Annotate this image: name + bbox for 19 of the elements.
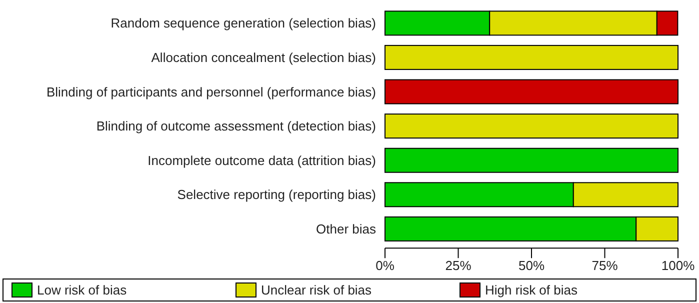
x-tick-label: 75%: [592, 258, 618, 274]
x-tick-label: 25%: [445, 258, 472, 274]
legend-label: High risk of bias: [485, 282, 578, 298]
y-tick-label: Selective reporting (reporting bias): [177, 187, 376, 202]
y-tick-label: Blinding of outcome assessment (detection bias): [96, 118, 376, 134]
bar: [384, 44, 678, 70]
y-tick-label: Incomplete outcome data (attrition bias): [148, 152, 376, 168]
y-tick-label: Other bias: [316, 222, 376, 236]
bar: [384, 148, 678, 173]
bar: [384, 79, 678, 104]
bar: [384, 114, 678, 139]
y-tick-label: Allocation concealment (selection bias): [151, 50, 376, 65]
y-tick-label: Blinding of participants and personnel (performance bias): [46, 84, 376, 100]
x-tick-label: 50%: [518, 258, 545, 274]
legend-label: Unclear risk of bias: [261, 282, 372, 298]
x-tick-label: 100%: [661, 258, 696, 274]
legend-label: Low risk of bias: [37, 282, 128, 298]
y-tick-label: Random sequence generation (selection bias): [110, 16, 376, 31]
x-tick-label: 0%: [376, 258, 395, 274]
